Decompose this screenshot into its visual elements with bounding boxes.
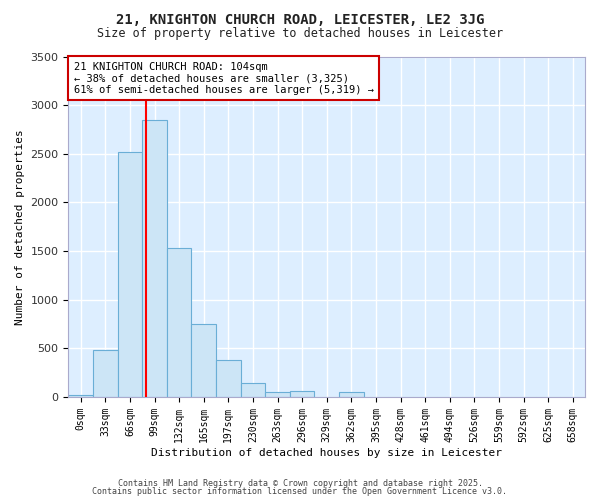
Bar [118,152,142,397]
Bar [265,392,290,397]
Bar [339,392,364,397]
Bar [167,248,191,397]
Text: 21, KNIGHTON CHURCH ROAD, LEICESTER, LE2 3JG: 21, KNIGHTON CHURCH ROAD, LEICESTER, LE2… [116,12,484,26]
Text: Contains public sector information licensed under the Open Government Licence v3: Contains public sector information licen… [92,487,508,496]
X-axis label: Distribution of detached houses by size in Leicester: Distribution of detached houses by size … [151,448,502,458]
Text: 21 KNIGHTON CHURCH ROAD: 104sqm
← 38% of detached houses are smaller (3,325)
61%: 21 KNIGHTON CHURCH ROAD: 104sqm ← 38% of… [74,62,374,95]
Bar [290,391,314,397]
Bar [191,324,216,397]
Bar [142,120,167,397]
Bar [216,360,241,397]
Text: Contains HM Land Registry data © Crown copyright and database right 2025.: Contains HM Land Registry data © Crown c… [118,478,482,488]
Y-axis label: Number of detached properties: Number of detached properties [15,129,25,324]
Bar [93,350,118,397]
Bar [68,395,93,397]
Bar [241,384,265,397]
Text: Size of property relative to detached houses in Leicester: Size of property relative to detached ho… [97,28,503,40]
